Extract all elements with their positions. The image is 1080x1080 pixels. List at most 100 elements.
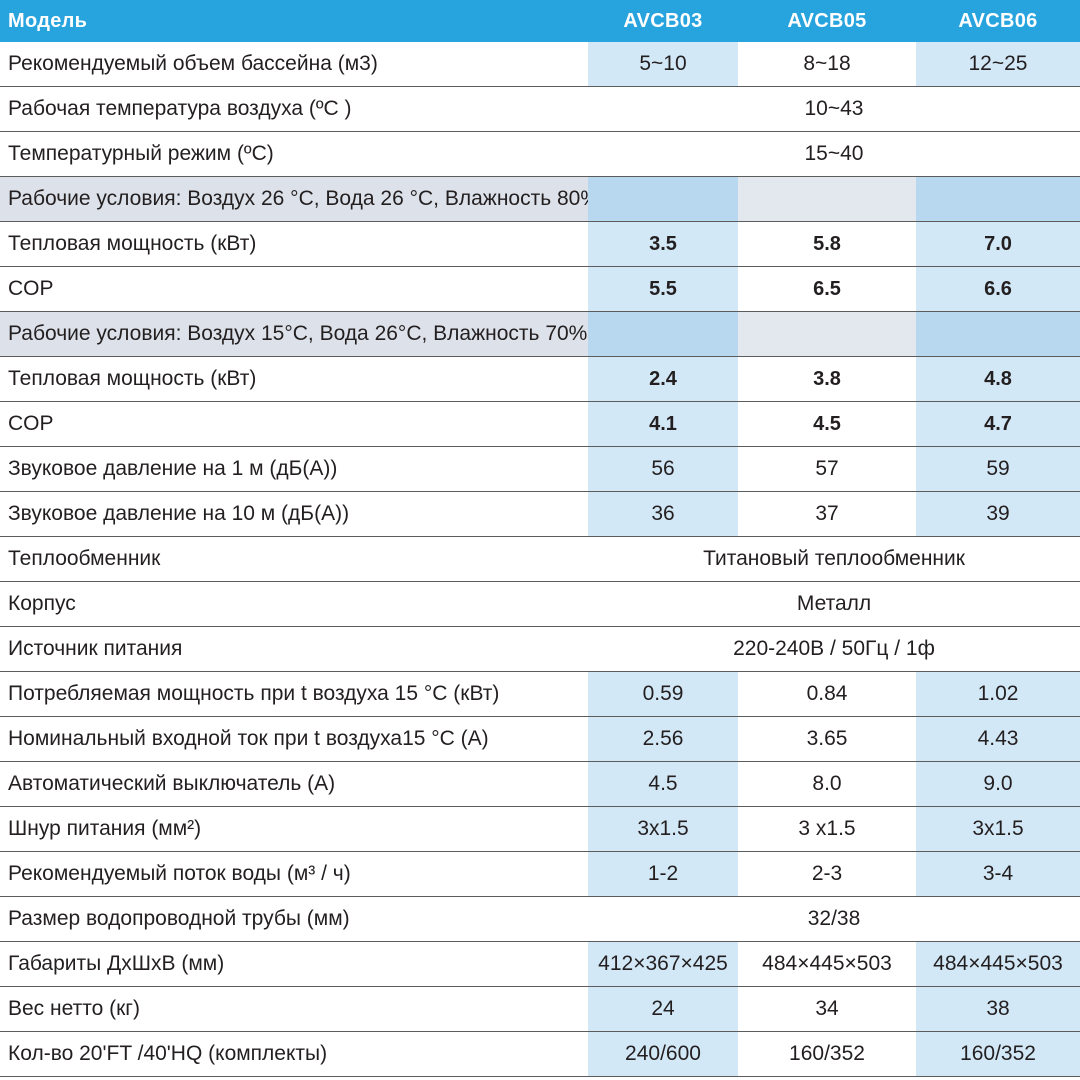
table-row: Рабочая температура воздуха (ºС ) 10~43 (0, 87, 1080, 132)
row-value-model-1: 2.56 (588, 717, 738, 761)
table-row: COP 5.5 6.5 6.6 (0, 267, 1080, 312)
row-value-model-2: 160/352 (789, 1042, 865, 1065)
condition-cell-1 (588, 177, 738, 221)
row-label: Рекомендуемый объем бассейна (м3) (8, 52, 378, 75)
row-span-value: 10~43 (804, 97, 864, 120)
header-model-label: Модель (8, 9, 88, 32)
row-value-model-2: 3.65 (806, 727, 848, 750)
row-value-model-2: 6.5 (813, 277, 841, 300)
row-label: Тепловая мощность (кВт) (8, 367, 257, 390)
row-value-model-2: 37 (815, 502, 839, 525)
table-row: Вес нетто (кг) 24 34 38 (0, 987, 1080, 1032)
row-value-model-3: 3x1.5 (916, 807, 1080, 851)
row-value-model-1: 5~10 (588, 42, 738, 86)
row-value-model-3: 12~25 (916, 42, 1080, 86)
row-label: Кол-во 20'FT /40'HQ (комплекты) (8, 1042, 328, 1065)
row-span-value: 220-240В / 50Гц / 1ф (733, 637, 935, 660)
condition-cell-3 (916, 312, 1080, 356)
row-label: Тепловая мощность (кВт) (8, 232, 257, 255)
row-value-model-3: 39 (916, 492, 1080, 536)
row-value-model-3: 4.8 (916, 357, 1080, 401)
table-row: Потребляемая мощность при t воздуха 15 °… (0, 672, 1080, 717)
row-value-model-2: 8.0 (812, 772, 842, 795)
row-value-model-2: 4.5 (813, 412, 841, 435)
row-label: Рекомендуемый поток воды (м³ / ч) (8, 862, 351, 885)
header-model-1: AVCB03 (623, 9, 703, 32)
header-model-2: AVCB05 (787, 9, 867, 32)
table-row: Шнур питания (мм²) 3x1.5 3 x1.5 3x1.5 (0, 807, 1080, 852)
row-label: Шнур питания (мм²) (8, 817, 202, 840)
row-value-model-3: 3-4 (916, 852, 1080, 896)
row-value-model-1: 56 (588, 447, 738, 491)
row-value-model-2: 8~18 (803, 52, 851, 75)
row-label: Номинальный входной ток при t воздуха15 … (8, 727, 489, 750)
row-label: COP (8, 412, 54, 435)
row-label: Вес нетто (кг) (8, 997, 140, 1020)
table-row: Температурный режим (ºС) 15~40 (0, 132, 1080, 177)
table-row: Тепловая мощность (кВт) 3.5 5.8 7.0 (0, 222, 1080, 267)
row-label: Рабочая температура воздуха (ºС ) (8, 97, 352, 120)
row-label: Звуковое давление на 10 м (дБ(А)) (8, 502, 350, 525)
row-label: Корпус (8, 592, 76, 615)
row-label: COP (8, 277, 54, 300)
row-label: Теплообменник (8, 547, 161, 570)
row-value-model-3: 59 (916, 447, 1080, 491)
row-value-model-3: 38 (916, 987, 1080, 1031)
table-row: Корпус Металл (0, 582, 1080, 627)
row-value-model-3: 4.7 (916, 402, 1080, 446)
table-row: Теплообменник Титановый теплообменник (0, 537, 1080, 582)
row-value-model-1: 2.4 (588, 357, 738, 401)
condition-cell-2 (738, 312, 916, 356)
row-value-model-1: 1-2 (588, 852, 738, 896)
row-value-model-2: 3 x1.5 (798, 817, 856, 840)
table-row: COP 4.1 4.5 4.7 (0, 402, 1080, 447)
condition-row: Рабочие условия: Воздух 15°С, Вода 26°С,… (0, 312, 1080, 357)
condition-row: Рабочие условия: Воздух 26 °С, Вода 26 °… (0, 177, 1080, 222)
table-row: Источник питания 220-240В / 50Гц / 1ф (0, 627, 1080, 672)
condition-cell-3 (916, 177, 1080, 221)
row-value-model-3: 7.0 (916, 222, 1080, 266)
table-row: Кол-во 20'FT /40'HQ (комплекты) 240/600 16… (0, 1032, 1080, 1077)
condition-cell-2 (738, 177, 916, 221)
row-value-model-1: 36 (588, 492, 738, 536)
row-span-value: Металл (796, 592, 872, 615)
row-value-model-3: 160/352 (916, 1032, 1080, 1076)
row-span-value: 15~40 (804, 142, 864, 165)
row-value-model-1: 3x1.5 (588, 807, 738, 851)
row-label: Звуковое давление на 1 м (дБ(А)) (8, 457, 338, 480)
row-value-model-1: 24 (588, 987, 738, 1031)
row-label: Потребляемая мощность при t воздуха 15 °… (8, 682, 500, 705)
table-row: Размер водопроводной трубы (мм) 32/38 (0, 897, 1080, 942)
row-value-model-3: 9.0 (916, 762, 1080, 806)
row-span-value: Титановый теплообменник (703, 547, 965, 570)
row-value-model-1: 0.59 (588, 672, 738, 716)
row-value-model-2: 484×445×503 (762, 952, 892, 975)
header-model-3: AVCB06 (958, 9, 1038, 32)
row-label: Рабочие условия: Воздух 15°С, Вода 26°С,… (0, 312, 588, 356)
row-value-model-3: 1.02 (916, 672, 1080, 716)
row-label: Размер водопроводной трубы (мм) (8, 907, 350, 930)
row-label: Габариты ДxШxВ (мм) (8, 952, 225, 975)
row-value-model-2: 0.84 (806, 682, 848, 705)
table-row: Рекомендуемый объем бассейна (м3) 5~10 8~1… (0, 42, 1080, 87)
row-label: Рабочие условия: Воздух 26 °С, Вода 26 °… (0, 177, 599, 221)
table-row: Номинальный входной ток при t воздуха15 … (0, 717, 1080, 762)
row-label: Температурный режим (ºС) (8, 142, 274, 165)
row-value-model-2: 2-3 (811, 862, 843, 885)
row-value-model-2: 3.8 (813, 367, 841, 390)
row-label: Автоматический выключатель (А) (8, 772, 336, 795)
table-row: Звуковое давление на 1 м (дБ(А)) 56 57 59 (0, 447, 1080, 492)
row-value-model-1: 412×367×425 (588, 942, 738, 986)
table-row: Тепловая мощность (кВт) 2.4 3.8 4.8 (0, 357, 1080, 402)
row-value-model-3: 4.43 (916, 717, 1080, 761)
row-span-value: 32/38 (807, 907, 861, 930)
row-value-model-1: 3.5 (588, 222, 738, 266)
table-row: Звуковое давление на 10 м (дБ(А)) 36 37 39 (0, 492, 1080, 537)
row-value-model-2: 5.8 (813, 232, 841, 255)
table-header: Модель AVCB03 AVCB05 AVCB06 (0, 0, 1080, 42)
row-value-model-1: 4.1 (588, 402, 738, 446)
row-label: Источник питания (8, 637, 183, 660)
row-value-model-2: 57 (815, 457, 839, 480)
table-row: Габариты ДxШxВ (мм) 412×367×425 484×445×50… (0, 942, 1080, 987)
